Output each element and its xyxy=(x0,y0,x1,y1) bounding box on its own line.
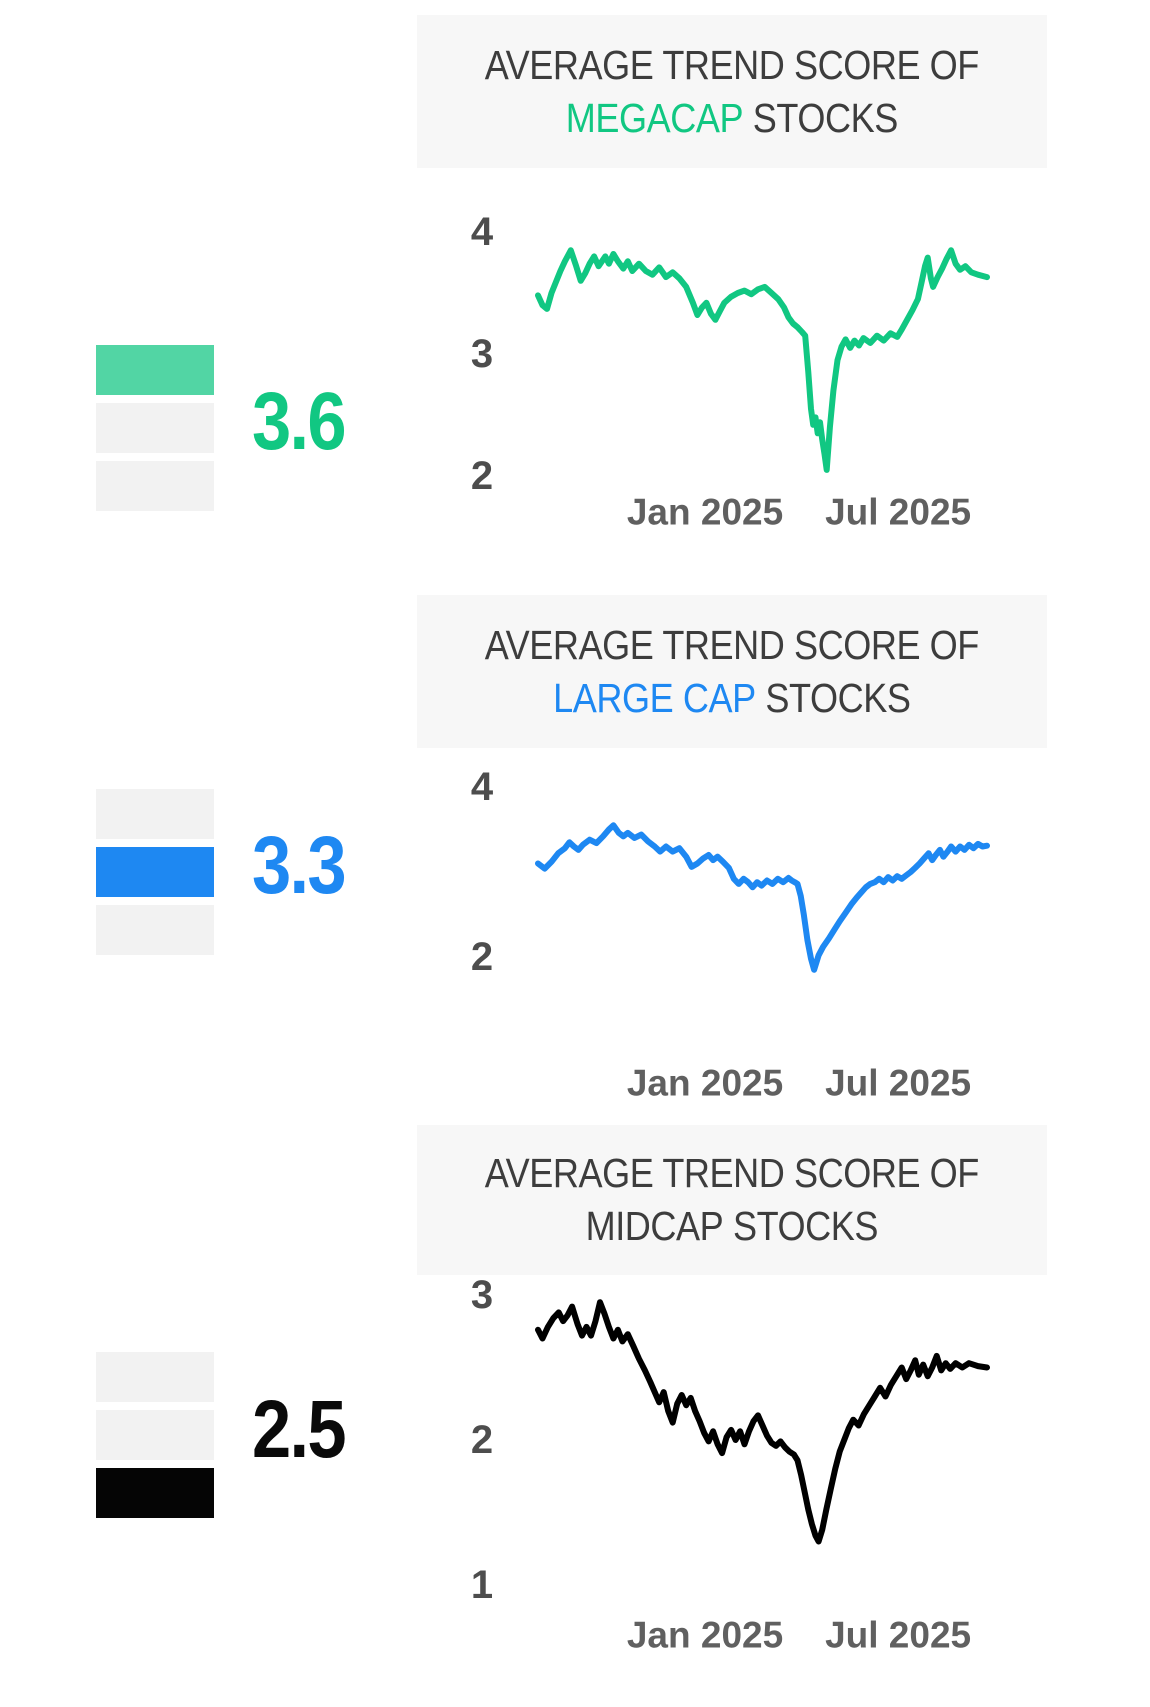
current-score-value: 2.5 xyxy=(252,1384,347,1475)
indicator-row-mid xyxy=(96,847,214,897)
trend-line-series xyxy=(535,1299,990,1545)
chart-title-megacap: AVERAGE TREND SCORE OF MEGACAP STOCKS xyxy=(417,15,1047,168)
chart-title-line2: LARGE CAP STOCKS xyxy=(485,672,979,725)
cap-segment-suffix: STOCKS xyxy=(733,1203,879,1249)
y-axis-tick-label: 2 xyxy=(471,1418,493,1462)
largecap-trend-line-chart: 4 2 Jan 2025 Jul 2025 xyxy=(471,765,990,1104)
current-score-value: 3.6 xyxy=(252,376,347,467)
y-axis-tick-label: 4 xyxy=(471,210,494,254)
chart-title-largecap: AVERAGE TREND SCORE OF LARGE CAP STOCKS xyxy=(417,595,1047,748)
cap-segment-suffix: STOCKS xyxy=(752,94,899,141)
y-axis-tick-label: 1 xyxy=(471,1563,493,1607)
x-axis-tick-label: Jul 2025 xyxy=(825,1063,971,1104)
chart-title-midcap: AVERAGE TREND SCORE OF MIDCAP STOCKS xyxy=(417,1125,1047,1275)
cap-segment-label: MIDCAP xyxy=(585,1203,724,1249)
cap-segment-label: LARGE CAP xyxy=(553,674,756,721)
x-axis-tick-label: Jul 2025 xyxy=(825,1615,971,1656)
trend-line-series xyxy=(535,822,990,973)
indicator-row-mid xyxy=(96,403,214,453)
score-level-indicator xyxy=(96,789,214,963)
indicator-row-mid xyxy=(96,1410,214,1460)
indicator-row-high xyxy=(96,789,214,839)
x-axis-tick-label: Jan 2025 xyxy=(627,1615,783,1656)
indicator-row-low xyxy=(96,461,214,511)
y-axis-tick-label: 4 xyxy=(471,765,494,809)
chart-title-line1: AVERAGE TREND SCORE OF xyxy=(484,41,980,88)
cap-segment-label: MEGACAP xyxy=(565,94,744,141)
cap-segment-suffix: STOCKS xyxy=(765,674,912,721)
x-axis-tick-label: Jan 2025 xyxy=(627,1063,783,1104)
midcap-trend-line-chart: 3 2 1 Jan 2025 Jul 2025 xyxy=(471,1273,990,1656)
indicator-row-low xyxy=(96,905,214,955)
indicator-row-high xyxy=(96,1352,214,1402)
x-axis-tick-label: Jan 2025 xyxy=(627,492,783,533)
chart-title-line1: AVERAGE TREND SCORE OF xyxy=(484,1150,980,1196)
current-score-value: 3.3 xyxy=(252,820,347,911)
chart-title-line2: MIDCAP STOCKS xyxy=(485,1200,979,1253)
y-axis-tick-label: 3 xyxy=(471,332,493,376)
score-level-indicator xyxy=(96,1352,214,1526)
y-axis-tick-label: 2 xyxy=(471,454,493,498)
y-axis-tick-label: 3 xyxy=(471,1273,493,1317)
indicator-row-high xyxy=(96,345,214,395)
chart-title-line1: AVERAGE TREND SCORE OF xyxy=(484,621,980,668)
y-axis-tick-label: 2 xyxy=(471,935,493,979)
megacap-trend-line-chart: 4 3 2 Jan 2025 Jul 2025 xyxy=(471,210,990,533)
chart-title-line2: MEGACAP STOCKS xyxy=(485,92,979,145)
score-level-indicator xyxy=(96,345,214,519)
x-axis-tick-label: Jul 2025 xyxy=(825,492,971,533)
indicator-row-low xyxy=(96,1468,214,1518)
trend-line-series xyxy=(535,247,990,473)
